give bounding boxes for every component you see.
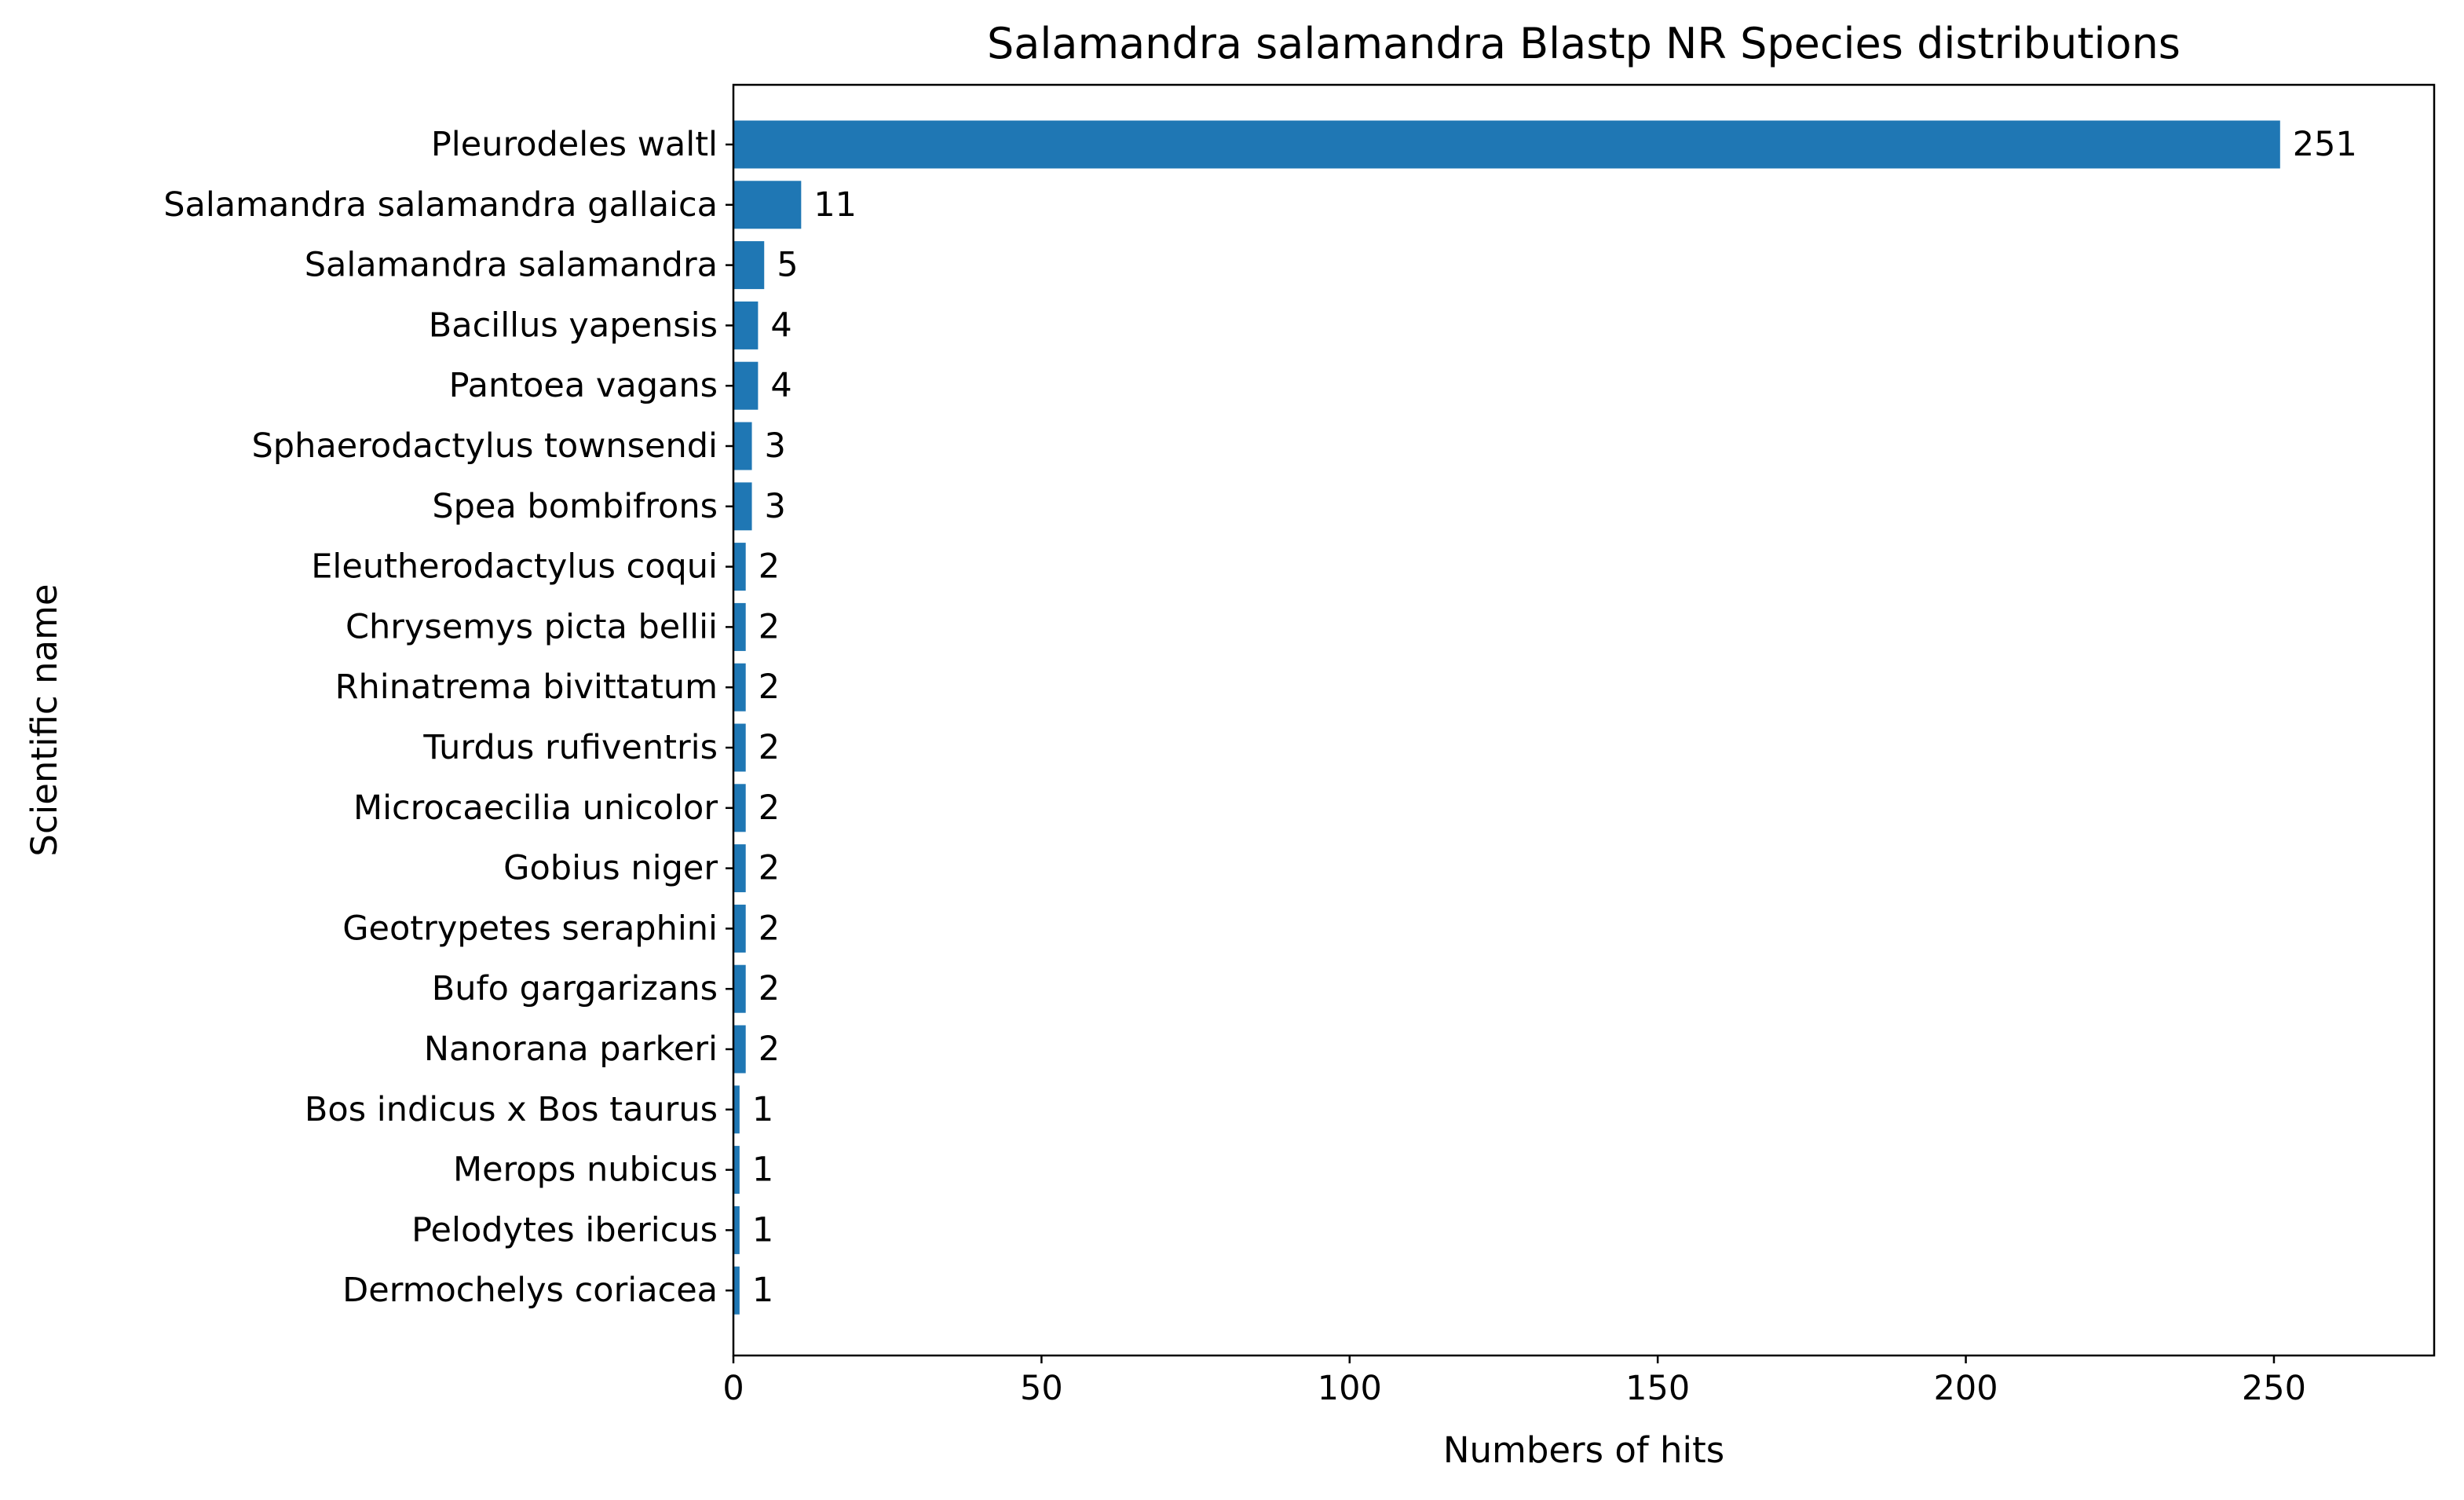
y-tick-label: Geotrypetes seraphini	[342, 909, 718, 948]
y-tick-label: Spea bombifrons	[432, 487, 718, 526]
y-tick-label: Sphaerodactylus townsendi	[252, 426, 718, 466]
bar-value-label: 2	[759, 607, 780, 646]
bar-value-label: 1	[752, 1151, 773, 1190]
y-tick-label: Dermochelys coriacea	[342, 1271, 718, 1310]
y-tick-label: Nanorana parkeri	[424, 1030, 718, 1069]
bars-group	[733, 120, 2280, 1315]
x-axis-label: Numbers of hits	[1443, 1429, 1724, 1471]
x-tick-label: 200	[1934, 1369, 1998, 1408]
bar	[733, 1085, 740, 1134]
y-tick-label: Salamandra salamandra gallaica	[163, 185, 718, 225]
y-tick-label: Turdus rufiventris	[422, 728, 718, 767]
x-tick-label: 250	[2242, 1369, 2306, 1408]
bar	[733, 482, 752, 531]
bar-value-label: 5	[777, 246, 798, 285]
bar	[733, 964, 746, 1013]
y-tick-label: Pleurodeles waltl	[431, 125, 718, 164]
bar	[733, 241, 765, 290]
bar	[733, 1146, 740, 1195]
bar	[733, 1266, 740, 1315]
bar-value-label: 4	[770, 305, 791, 345]
y-tick-label: Pelodytes ibericus	[411, 1210, 718, 1249]
y-axis: Pleurodeles waltl Salamandra salamandra g…	[163, 125, 733, 1310]
bar-value-label: 11	[813, 185, 857, 225]
bar-value-label: 2	[759, 788, 780, 828]
bar	[733, 1205, 740, 1254]
y-tick-label: Pantoea vagans	[449, 366, 718, 405]
bar-value-label: 3	[765, 487, 786, 526]
bar-value-label: 2	[759, 909, 780, 948]
x-axis: 0 50 100 150 200 250	[722, 1355, 2306, 1408]
bar	[733, 723, 746, 772]
bar-value-label: 2	[759, 1030, 780, 1069]
bar-value-label: 3	[765, 426, 786, 466]
bar	[733, 422, 752, 470]
bar-value-label: 2	[759, 969, 780, 1008]
bar	[733, 784, 746, 832]
y-tick-label: Gobius niger	[503, 849, 718, 888]
y-axis-label: Scientific name	[24, 584, 65, 856]
bar-value-label: 2	[759, 849, 780, 888]
bar-value-label: 2	[759, 547, 780, 587]
bar	[733, 1025, 746, 1074]
bar-value-label: 2	[759, 668, 780, 707]
bar	[733, 904, 746, 953]
y-tick-label: Bos indicus x Bos taurus	[305, 1090, 718, 1129]
y-tick-label: Salamandra salamandra	[305, 246, 718, 285]
bar-value-label: 1	[752, 1210, 773, 1249]
bar	[733, 602, 746, 651]
bar	[733, 844, 746, 893]
x-tick-label: 0	[722, 1369, 744, 1408]
bar	[733, 663, 746, 712]
x-tick-label: 150	[1625, 1369, 1690, 1408]
y-tick-label: Rhinatrema bivittatum	[335, 668, 718, 707]
bar-value-label: 4	[770, 366, 791, 405]
bar	[733, 301, 759, 349]
y-tick-label: Bufo gargarizans	[432, 969, 718, 1008]
bar-value-label: 2	[759, 728, 780, 767]
bar	[733, 120, 2280, 169]
bar-value-label: 251	[2293, 125, 2357, 164]
chart-title: Salamandra salamandra Blastp NR Species …	[987, 19, 2181, 68]
y-tick-label: Bacillus yapensis	[429, 305, 718, 345]
y-tick-label: Eleutherodactylus coqui	[311, 547, 718, 587]
y-tick-label: Chrysemys picta bellii	[345, 607, 718, 646]
y-tick-label: Merops nubicus	[453, 1151, 718, 1190]
bar	[733, 361, 759, 410]
plot-frame	[732, 83, 2436, 1357]
bar	[733, 543, 746, 591]
bar-value-label: 1	[752, 1090, 773, 1129]
x-tick-label: 50	[1020, 1369, 1063, 1408]
x-tick-label: 100	[1318, 1369, 1382, 1408]
bar	[733, 181, 802, 229]
bar-value-label: 1	[752, 1271, 773, 1310]
y-tick-label: Microcaecilia unicolor	[353, 788, 718, 828]
